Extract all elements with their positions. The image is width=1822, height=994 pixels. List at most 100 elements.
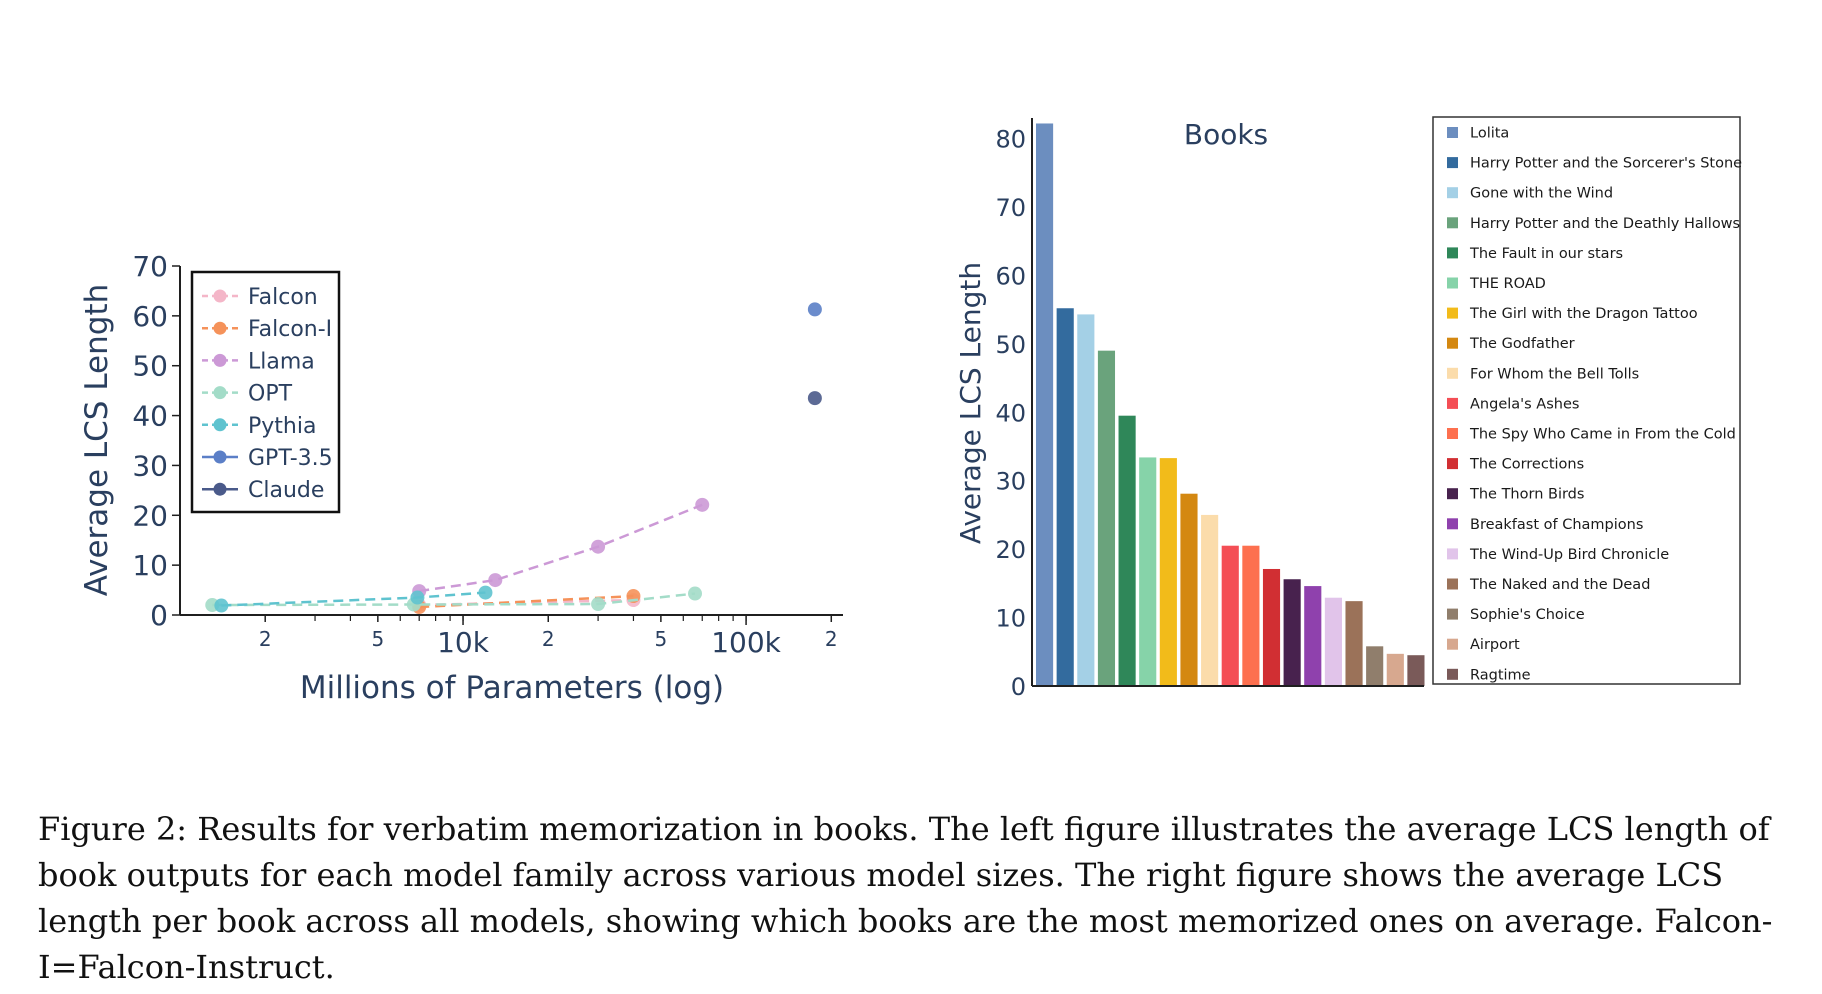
right-y-tick-label: 60 [995, 262, 1026, 290]
legend-swatch-the-wind-up-bird-chronicle [1447, 548, 1458, 560]
data-point-pythia [410, 590, 425, 605]
legend-label-breakfast-of-champions: Breakfast of Champions [1470, 517, 1643, 533]
data-point-pythia [478, 585, 493, 600]
legend-label-pythia: Pythia [248, 414, 316, 439]
legend-label-airport: Airport [1470, 637, 1520, 653]
bar-the-spy-who-came-in-from-the-cold [1242, 545, 1260, 686]
bar-the-girl-with-the-dragon-tattoo [1159, 458, 1177, 686]
left-x-tick-label: 2 [259, 627, 272, 651]
left-x-tick-label: 10k [437, 626, 490, 659]
left-x-tick-label: 5 [655, 627, 668, 651]
right-legend: Lolita Harry Potter and the Sorcerer's St… [1432, 116, 1742, 685]
legend-swatch-the-spy-who-came-in-from-the-cold [1447, 428, 1458, 439]
data-point-opt [591, 597, 606, 612]
data-point-gpt-3-5 [807, 302, 822, 317]
right-y-tick-label: 50 [995, 331, 1026, 359]
data-point-claude [807, 391, 822, 406]
bar-for-whom-the-bell-tolls [1201, 514, 1219, 686]
left-y-axis-label: Average LCS Length [79, 284, 115, 597]
left-chart: 2 5 10k 2 5 100k 2 0 10 20 30 40 50 60 70 Millions of… [79, 250, 843, 706]
legend-label-the-girl-with-the-dragon-tattoo: The Girl with the Dragon Tattoo [1469, 306, 1698, 322]
legend-label-gone-with-the-wind: Gone with the Wind [1470, 186, 1613, 202]
bar-gone-with-the-wind [1077, 314, 1095, 686]
data-point-pythia [214, 598, 229, 613]
bar-the-thorn-birds [1283, 579, 1301, 686]
legend-swatch-sophie-s-choice [1447, 608, 1458, 620]
bar-the-godfather [1180, 493, 1198, 686]
left-y-tick-label: 30 [132, 449, 168, 482]
data-point-llama [488, 573, 503, 588]
legend-swatch-ragtime [1447, 668, 1458, 680]
right-y-tick-label: 40 [995, 399, 1026, 427]
left-x-tick-label: 5 [371, 627, 384, 651]
legend-label-lolita: Lolita [1470, 126, 1509, 142]
left-x-tick-label: 2 [825, 627, 838, 651]
left-y-tick-label: 70 [132, 250, 168, 283]
left-y-tick-label: 40 [132, 400, 168, 433]
legend-label-gpt-3-5: GPT-3.5 [248, 446, 333, 471]
data-point-llama [591, 539, 606, 554]
bar-the-fault-in-our-stars [1118, 415, 1136, 686]
left-x-tick-label: 100k [711, 626, 781, 659]
right-bars [1036, 123, 1425, 686]
legend-swatch-breakfast-of-champions [1447, 518, 1458, 530]
legend-swatch-the-thorn-birds [1447, 488, 1458, 500]
legend-swatch-angela-s-ashes [1447, 397, 1458, 409]
legend-label-ragtime: Ragtime [1470, 667, 1531, 683]
right-chart-title: Books [1184, 118, 1268, 151]
legend-label-the-spy-who-came-in-from-the-cold: The Spy Who Came in From the Cold [1469, 427, 1736, 443]
legend-label-claude: Claude [248, 478, 324, 503]
legend-label-sophie-s-choice: Sophie's Choice [1470, 607, 1585, 623]
right-y-tick-label: 80 [995, 126, 1026, 154]
legend-label-the-corrections: The Corrections [1469, 457, 1584, 473]
legend-marker-falcon [213, 289, 227, 303]
bar-harry-potter-and-the-deathly-hallows [1097, 350, 1116, 686]
legend-label-for-whom-the-bell-tolls: For Whom the Bell Tolls [1470, 366, 1639, 382]
legend-label-harry-potter-and-the-sorcerer-s-stone: Harry Potter and the Sorcerer's Stone [1470, 156, 1742, 172]
legend-swatch-the-road [1447, 277, 1458, 289]
left-plot-marks [205, 302, 822, 615]
legend-label-the-wind-up-bird-chronicle: The Wind-Up Bird Chronicle [1469, 547, 1669, 563]
series-line-opt [212, 592, 696, 607]
right-y-ticks: 0 10 20 30 40 50 60 70 80 [995, 126, 1026, 701]
bar-airport [1386, 653, 1404, 686]
bar-sophie-s-choice [1366, 646, 1384, 686]
legend-marker-gpt-3-5 [213, 450, 227, 464]
legend-swatch-the-godfather [1447, 337, 1458, 349]
legend-label-angela-s-ashes: Angela's Ashes [1470, 396, 1579, 412]
legend-label-falcon-i: Falcon-I [248, 317, 332, 342]
bar-lolita [1036, 123, 1054, 686]
right-y-axis-label: Average LCS Length [954, 262, 987, 544]
legend-swatch-the-naked-and-the-dead [1447, 578, 1458, 590]
legend-label-the-naked-and-the-dead: The Naked and the Dead [1469, 577, 1650, 593]
legend-label-the-road: THE ROAD [1469, 276, 1546, 292]
legend-label-falcon: Falcon [248, 285, 318, 310]
legend-swatch-harry-potter-and-the-deathly-hallows [1447, 217, 1458, 229]
left-y-ticks: 0 10 20 30 40 50 60 70 [132, 250, 180, 632]
left-x-axis-label: Millions of Parameters (log) [300, 670, 724, 706]
legend-marker-falcon-i [213, 321, 227, 335]
legend-swatch-the-corrections [1447, 458, 1458, 470]
right-y-tick-label: 10 [995, 605, 1026, 633]
right-y-tick-label: 20 [995, 536, 1026, 564]
legend-swatch-for-whom-the-bell-tolls [1447, 367, 1458, 379]
right-legend-box [1432, 116, 1741, 685]
left-legend: Falcon Falcon-I Llama OPT Pythia GPT-3.5 Claud… [190, 270, 341, 514]
left-x-ticks: 2 5 10k 2 5 100k 2 [259, 615, 838, 659]
right-y-tick-label: 30 [995, 468, 1026, 496]
legend-marker-claude [213, 482, 227, 496]
right-y-tick-label: 70 [995, 194, 1026, 222]
legend-swatch-the-fault-in-our-stars [1447, 247, 1458, 259]
bar-the-naked-and-the-dead [1345, 601, 1363, 686]
bar-the-wind-up-bird-chronicle [1324, 597, 1342, 686]
bar-breakfast-of-champions [1304, 586, 1322, 686]
right-chart: Books 0 10 20 30 40 50 60 70 80 Average LCS Leng… [954, 116, 1742, 701]
legend-label-the-godfather: The Godfather [1469, 336, 1575, 352]
left-y-tick-label: 10 [132, 549, 168, 582]
legend-marker-opt [213, 386, 227, 400]
legend-label-the-thorn-birds: The Thorn Birds [1469, 487, 1584, 503]
legend-label-harry-potter-and-the-deathly-hallows: Harry Potter and the Deathly Hallows [1470, 216, 1740, 232]
left-y-tick-label: 50 [132, 350, 168, 383]
bar-angela-s-ashes [1221, 545, 1239, 686]
